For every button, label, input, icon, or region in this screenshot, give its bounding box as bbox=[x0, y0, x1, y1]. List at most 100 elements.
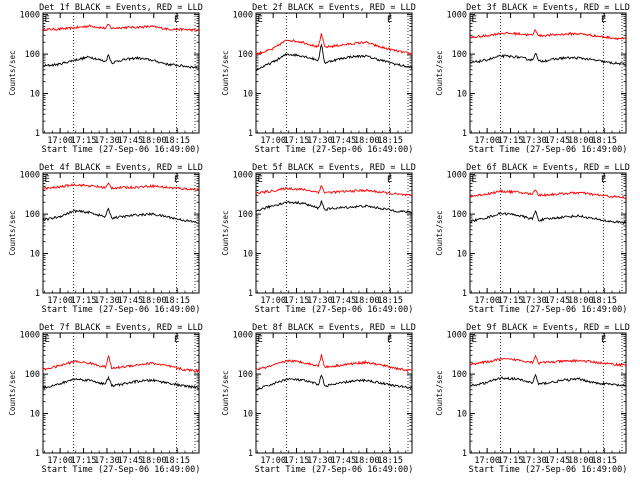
flag-label: E bbox=[258, 175, 263, 185]
panel-det-7: Det 7f BLACK = Events, RED = LLD E E 1 10 100… bbox=[8, 323, 203, 475]
y-axis-label: Counts/sec bbox=[8, 370, 17, 415]
x-tick-label: 17:45 bbox=[118, 456, 144, 466]
x-tick-label: 17:00 bbox=[474, 136, 500, 146]
plot-frame bbox=[255, 172, 413, 294]
flag-label: E bbox=[45, 335, 50, 345]
x-tick-label: 18:15 bbox=[377, 456, 403, 466]
y-axis-label: Counts/sec bbox=[435, 210, 444, 255]
x-tick-label: 17:00 bbox=[260, 456, 286, 466]
x-tick-label: 17:15 bbox=[284, 136, 310, 146]
x-tick-label: 18:15 bbox=[377, 296, 403, 306]
x-tick-label: 17:30 bbox=[307, 136, 333, 146]
series-events-line bbox=[42, 54, 200, 69]
series-events-line bbox=[42, 207, 200, 224]
x-tick-label: 18:00 bbox=[568, 296, 594, 306]
panel-title: Det 7f BLACK = Events, RED = LLD bbox=[39, 323, 203, 333]
x-axis-label: Start Time (27-Sep-06 16:49:00) bbox=[42, 465, 201, 475]
plot-frame bbox=[42, 12, 200, 134]
x-tick-label: 18:00 bbox=[141, 296, 167, 306]
x-tick-label: 18:00 bbox=[141, 456, 167, 466]
y-tick-label: 1000 bbox=[447, 331, 467, 341]
x-tick-label: 17:15 bbox=[71, 136, 97, 146]
panel-det-6: Det 6f BLACK = Events, RED = LLD E E 1 10 100… bbox=[435, 163, 630, 315]
flag-label: E bbox=[601, 175, 606, 185]
flag-label: E bbox=[387, 175, 392, 185]
y-tick-label: 100 bbox=[238, 210, 253, 220]
x-tick-label: 18:15 bbox=[164, 456, 190, 466]
panel-det-2: Det 2f BLACK = Events, RED = LLD E E 1 10 100… bbox=[221, 3, 416, 155]
panel-title: Det 2f BLACK = Events, RED = LLD bbox=[252, 3, 416, 13]
x-tick-label: 17:30 bbox=[94, 456, 120, 466]
x-tick-label: 17:45 bbox=[331, 456, 357, 466]
x-tick-label: 17:15 bbox=[284, 296, 310, 306]
x-tick-label: 18:00 bbox=[354, 136, 380, 146]
x-tick-label: 17:30 bbox=[521, 136, 547, 146]
flag-label: E bbox=[472, 335, 477, 345]
x-axis-label: Start Time (27-Sep-06 16:49:00) bbox=[255, 145, 414, 155]
x-tick-label: 17:45 bbox=[545, 456, 571, 466]
plot-frame bbox=[469, 12, 627, 134]
y-tick-label: 1 bbox=[35, 289, 40, 299]
x-tick-label: 17:00 bbox=[47, 456, 73, 466]
flag-label: E bbox=[45, 15, 50, 25]
x-axis-label: Start Time (27-Sep-06 16:49:00) bbox=[42, 305, 201, 315]
x-tick-label: 17:15 bbox=[498, 136, 524, 146]
panel-det-3: Det 3f BLACK = Events, RED = LLD E E 1 10 100… bbox=[435, 3, 630, 155]
series-lld-line bbox=[255, 33, 413, 56]
x-tick-label: 18:15 bbox=[591, 456, 617, 466]
x-tick-label: 17:00 bbox=[47, 136, 73, 146]
y-tick-label: 1 bbox=[248, 289, 253, 299]
x-tick-label: 17:00 bbox=[474, 456, 500, 466]
x-tick-label: 18:00 bbox=[354, 456, 380, 466]
y-tick-label: 1000 bbox=[20, 331, 40, 341]
y-axis-label: Counts/sec bbox=[435, 370, 444, 415]
x-tick-label: 17:15 bbox=[498, 456, 524, 466]
flag-label: E bbox=[601, 15, 606, 25]
panel-title: Det 1f BLACK = Events, RED = LLD bbox=[39, 3, 203, 13]
plot-frame bbox=[42, 172, 200, 294]
y-tick-label: 100 bbox=[238, 50, 253, 60]
panel-title: Det 4f BLACK = Events, RED = LLD bbox=[39, 163, 203, 173]
y-tick-label: 1000 bbox=[20, 171, 40, 181]
y-tick-label: 1000 bbox=[233, 11, 253, 21]
x-tick-label: 17:15 bbox=[71, 456, 97, 466]
panel-det-4: Det 4f BLACK = Events, RED = LLD E E 1 10 100… bbox=[8, 163, 203, 315]
series-lld-line bbox=[469, 29, 627, 41]
y-tick-label: 100 bbox=[25, 50, 40, 60]
x-tick-label: 18:15 bbox=[591, 136, 617, 146]
y-axis-label: Counts/sec bbox=[8, 210, 17, 255]
series-lld-line bbox=[42, 23, 200, 33]
x-tick-label: 18:00 bbox=[354, 296, 380, 306]
x-tick-label: 17:30 bbox=[521, 296, 547, 306]
flag-label: E bbox=[45, 175, 50, 185]
x-tick-label: 17:45 bbox=[331, 296, 357, 306]
flag-label: E bbox=[387, 335, 392, 345]
x-axis-label: Start Time (27-Sep-06 16:49:00) bbox=[255, 465, 414, 475]
series-events-line bbox=[255, 200, 413, 215]
series-lld-line bbox=[255, 184, 413, 197]
flag-label: E bbox=[258, 335, 263, 345]
x-axis-label: Start Time (27-Sep-06 16:49:00) bbox=[469, 305, 628, 315]
x-tick-label: 17:30 bbox=[521, 456, 547, 466]
series-events-line bbox=[469, 210, 627, 225]
x-tick-label: 18:15 bbox=[377, 136, 403, 146]
y-tick-label: 100 bbox=[25, 370, 40, 380]
x-tick-label: 18:00 bbox=[141, 136, 167, 146]
panel-title: Det 6f BLACK = Events, RED = LLD bbox=[466, 163, 630, 173]
series-lld-line bbox=[470, 354, 627, 368]
x-tick-label: 17:00 bbox=[260, 296, 286, 306]
y-tick-label: 100 bbox=[452, 370, 467, 380]
x-tick-label: 17:15 bbox=[284, 456, 310, 466]
y-tick-label: 1000 bbox=[233, 331, 253, 341]
y-tick-label: 100 bbox=[25, 210, 40, 220]
x-tick-label: 17:00 bbox=[260, 136, 286, 146]
series-lld-line bbox=[255, 354, 413, 373]
x-axis-label: Start Time (27-Sep-06 16:49:00) bbox=[469, 465, 628, 475]
y-tick-label: 10 bbox=[243, 90, 253, 100]
panel-title: Det 8f BLACK = Events, RED = LLD bbox=[252, 323, 416, 333]
x-axis-label: Start Time (27-Sep-06 16:49:00) bbox=[469, 145, 628, 155]
y-tick-label: 1000 bbox=[447, 171, 467, 181]
x-tick-label: 17:00 bbox=[474, 296, 500, 306]
x-tick-label: 18:15 bbox=[591, 296, 617, 306]
x-tick-label: 17:45 bbox=[331, 136, 357, 146]
